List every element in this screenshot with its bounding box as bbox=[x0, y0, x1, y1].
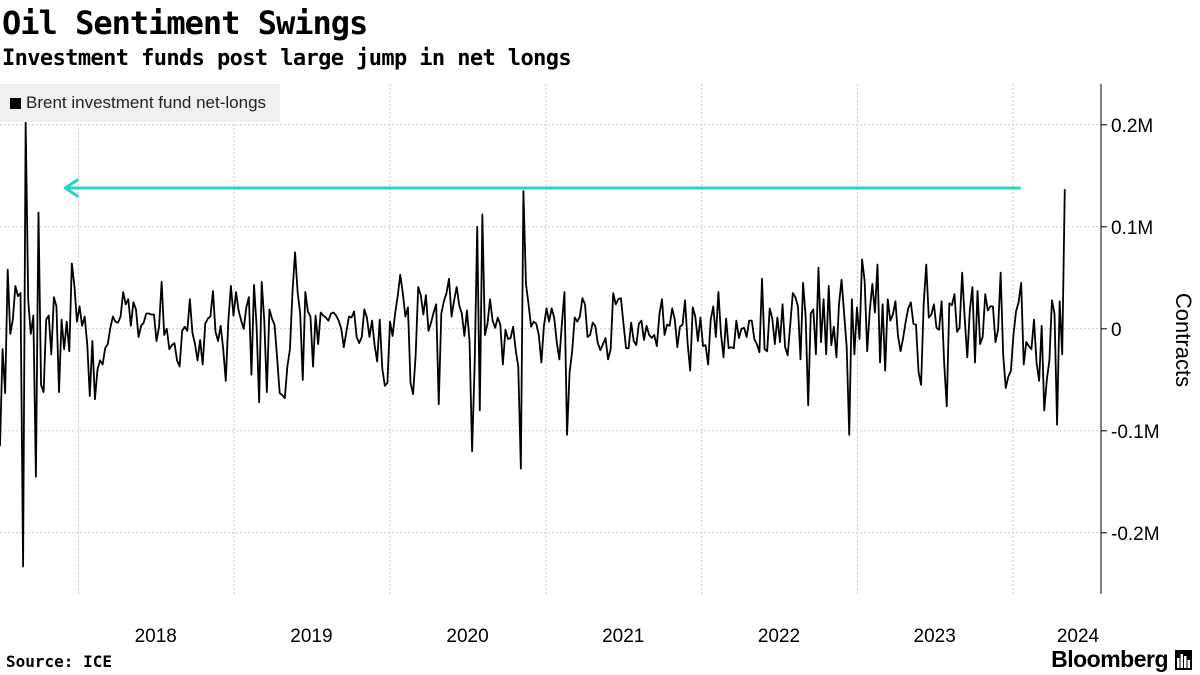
x-tick-label: 2023 bbox=[914, 626, 956, 647]
legend-swatch bbox=[10, 97, 21, 109]
axes: -0.2M -0.1M 0 0.1M 0.2M 2018 2019 2020 2021 2022 2… bbox=[135, 84, 1160, 647]
annotation-arrow-head bbox=[63, 178, 79, 198]
y-tick-label: 0 bbox=[1111, 320, 1122, 341]
y-tick-label: 0.1M bbox=[1111, 218, 1153, 239]
series-layer bbox=[0, 121, 1066, 568]
x-tick-label: 2024 bbox=[1057, 626, 1100, 647]
source-note: Source: ICE bbox=[6, 652, 112, 671]
chart-legend: Brent investment fund net-longs bbox=[0, 84, 281, 122]
x-tick-label: 2018 bbox=[135, 626, 177, 647]
bloomberg-bars-icon bbox=[1175, 650, 1192, 670]
y-tick-label: -0.2M bbox=[1111, 524, 1160, 545]
annotation-layer bbox=[63, 178, 1021, 198]
legend-label: Brent investment fund net-longs bbox=[26, 93, 267, 112]
x-tick-label: 2021 bbox=[602, 626, 644, 647]
series-line-0 bbox=[0, 121, 1066, 568]
bloomberg-logo: Bloomberg bbox=[1051, 646, 1168, 672]
chart-title: Oil Sentiment Swings bbox=[2, 4, 368, 42]
x-tick-label: 2020 bbox=[446, 626, 488, 647]
y-axis-title: Contracts bbox=[1171, 293, 1196, 387]
x-tick-label: 2019 bbox=[290, 626, 332, 647]
gridlines bbox=[0, 84, 1101, 594]
chart-subtitle: Investment funds post large jump in net … bbox=[2, 46, 572, 71]
x-tick-label: 2022 bbox=[758, 626, 800, 647]
y-tick-label: -0.1M bbox=[1111, 422, 1160, 443]
y-tick-label: 0.2M bbox=[1111, 116, 1153, 137]
